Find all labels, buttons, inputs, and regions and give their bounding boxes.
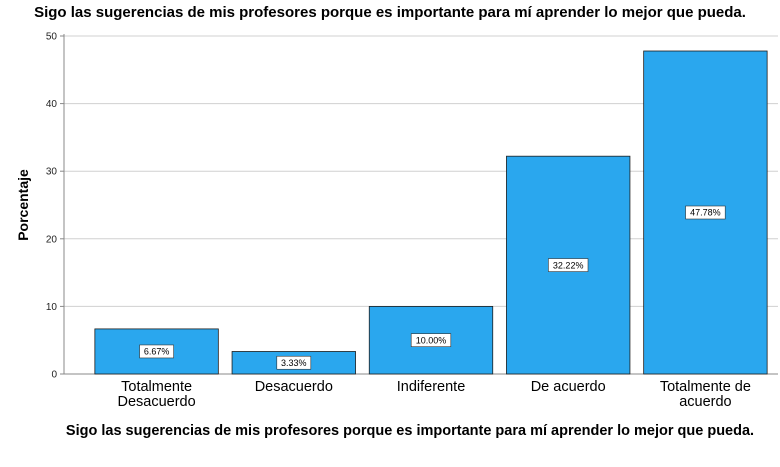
data-label: 3.33% <box>281 358 307 368</box>
category-label: Indiferente <box>397 379 466 395</box>
y-tick-label: 0 <box>51 370 57 381</box>
bars <box>94 50 768 375</box>
y-tick-label: 50 <box>46 32 58 43</box>
data-label-box <box>276 355 312 370</box>
data-label: 10.00% <box>416 335 447 345</box>
category-label: Totalmente <box>121 379 192 395</box>
category-label: Desacuerdo <box>118 394 196 410</box>
y-axis-title: Porcentaje <box>15 169 31 241</box>
data-label: 47.78% <box>690 208 721 218</box>
y-tick-label: 30 <box>46 167 58 178</box>
y-tick-label: 40 <box>46 99 58 110</box>
data-label-box <box>139 344 174 359</box>
data-label-box <box>410 333 452 348</box>
data-label: 32.22% <box>553 260 584 270</box>
y-tick-label: 20 <box>46 234 58 245</box>
y-tick-label: 10 <box>46 302 58 313</box>
chart-title: Sigo las sugerencias de mis profesores p… <box>34 4 746 21</box>
data-label: 6.67% <box>144 347 170 357</box>
category-label: acuerdo <box>679 394 731 410</box>
data-label-box <box>685 205 726 220</box>
data-labels: 6.67% 3.33% 10.00% 32.22% 47.78% <box>139 205 726 370</box>
category-label: De acuerdo <box>531 379 606 395</box>
data-label-box <box>548 258 589 272</box>
category-label: Desacuerdo <box>255 379 333 395</box>
x-axis-title: Sigo las sugerencias de mis profesores p… <box>65 423 755 439</box>
category-label: Totalmente de <box>660 379 751 395</box>
